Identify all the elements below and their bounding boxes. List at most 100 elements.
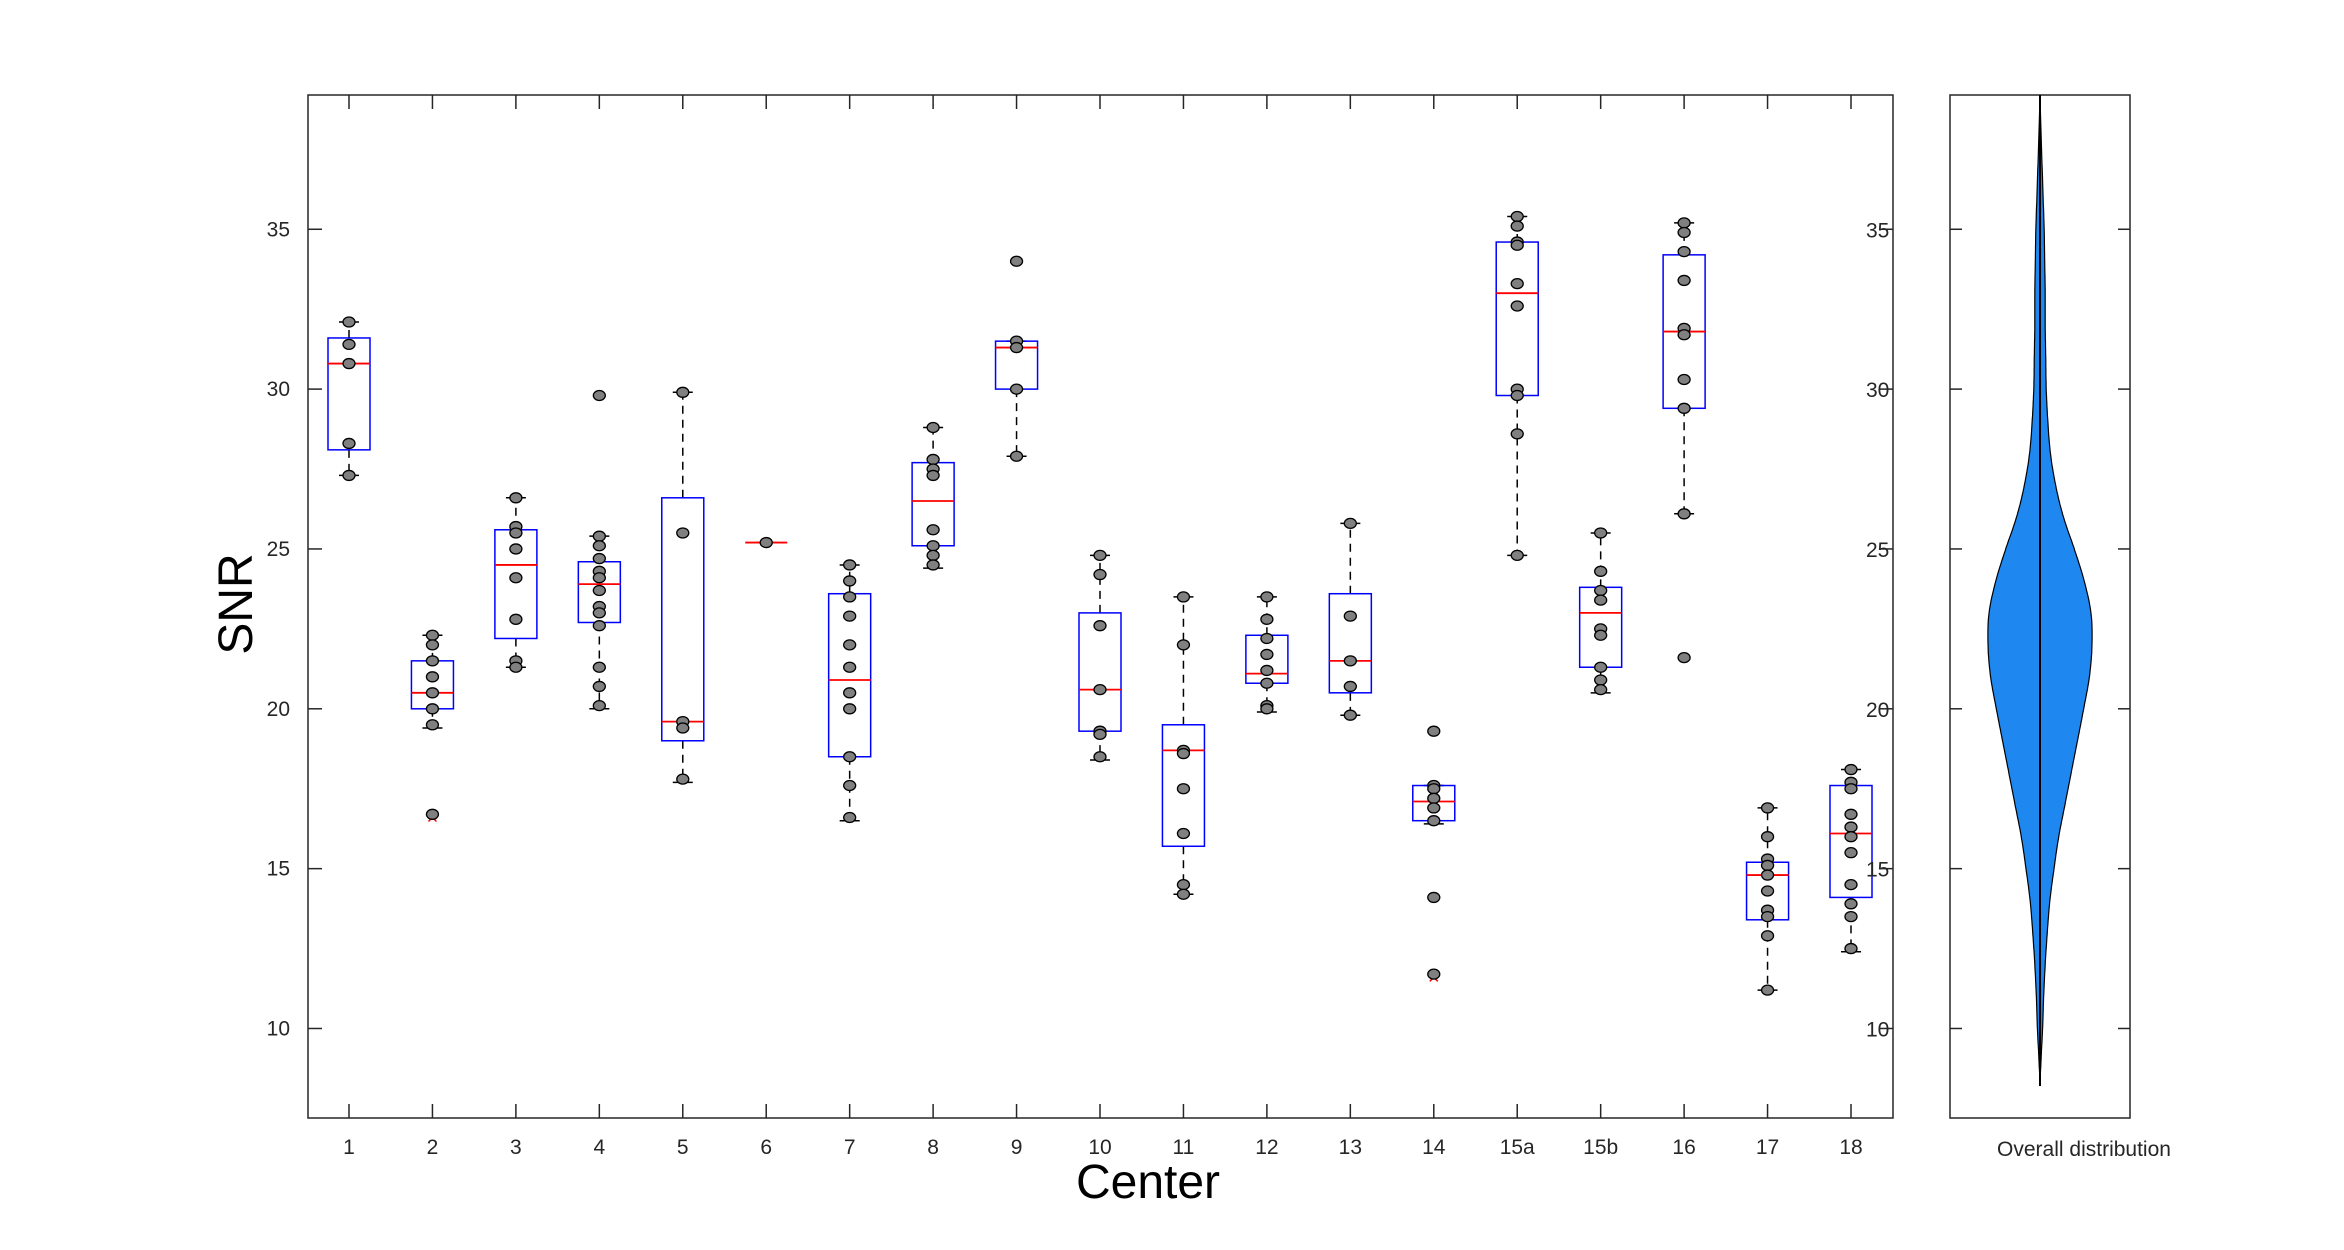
data-point <box>1427 802 1441 814</box>
data-point <box>1760 984 1775 996</box>
data-point <box>1594 674 1608 686</box>
data-point <box>926 469 940 482</box>
data-point <box>425 629 440 641</box>
box-iqr <box>410 660 455 710</box>
data-point <box>1093 620 1107 632</box>
data-point <box>926 524 940 536</box>
data-point <box>1510 428 1524 440</box>
data-point <box>1176 888 1191 900</box>
box-center-12 <box>1245 591 1289 715</box>
data-point <box>676 722 690 734</box>
x-tick-label: 2 <box>427 1136 439 1159</box>
data-point <box>342 437 356 450</box>
data-point <box>843 703 857 715</box>
data-point <box>1009 383 1024 395</box>
data-point <box>1093 568 1107 581</box>
data-point <box>1510 300 1524 312</box>
x-tick-label: 1 <box>343 1136 355 1159</box>
data-point <box>1844 942 1858 955</box>
data-point <box>843 639 857 651</box>
x-tick-label: 5 <box>677 1136 689 1159</box>
x-tick-label: 11 <box>1173 1136 1195 1159</box>
x-tick-label: 18 <box>1839 1136 1862 1159</box>
data-point <box>1176 878 1191 891</box>
data-point <box>1260 648 1274 661</box>
x-tick-label: 12 <box>1255 1136 1278 1159</box>
box-center-8 <box>911 421 955 571</box>
data-point <box>1594 683 1608 696</box>
data-point <box>1427 725 1441 737</box>
y-tick-label: 25 <box>267 538 290 561</box>
box-center-10 <box>1078 549 1122 763</box>
data-point <box>843 779 857 792</box>
data-point <box>1760 859 1775 872</box>
data-point <box>1844 808 1858 820</box>
data-point <box>1760 831 1775 843</box>
data-point <box>1260 664 1274 677</box>
data-point <box>592 680 606 693</box>
data-point <box>1760 910 1775 923</box>
data-point <box>1677 373 1691 386</box>
data-point <box>509 661 523 673</box>
data-point <box>1844 821 1858 833</box>
box-iqr <box>327 337 371 451</box>
data-point <box>1343 680 1357 693</box>
data-point <box>425 639 440 651</box>
data-point <box>1594 629 1608 641</box>
data-point <box>1594 565 1608 577</box>
data-point <box>1176 783 1191 795</box>
box-center-2 <box>410 629 455 823</box>
box-iqr <box>1328 592 1373 694</box>
data-point <box>1677 402 1691 414</box>
data-point <box>843 559 857 571</box>
data-point <box>1510 239 1524 251</box>
box-center-1 <box>327 316 371 482</box>
data-point <box>1594 661 1608 673</box>
data-point <box>592 389 606 402</box>
data-point <box>843 661 857 673</box>
data-point <box>1260 703 1274 715</box>
x-tick-label: 3 <box>510 1136 522 1159</box>
data-point <box>1594 527 1608 539</box>
data-point <box>1260 591 1274 603</box>
data-point <box>1677 245 1691 258</box>
data-point <box>1510 220 1524 232</box>
x-tick-label: 17 <box>1756 1136 1779 1159</box>
data-point <box>1844 847 1858 859</box>
data-point <box>425 671 440 683</box>
x-tick-label: 8 <box>927 1136 939 1159</box>
data-point <box>592 661 606 673</box>
data-point <box>1009 341 1024 354</box>
data-point <box>509 613 523 625</box>
data-point <box>592 530 606 542</box>
data-point <box>425 655 440 667</box>
data-point <box>1343 610 1357 622</box>
box-center-11 <box>1161 591 1206 900</box>
x-tick-label: 9 <box>1011 1136 1023 1159</box>
data-point <box>926 421 940 434</box>
box-center-4 <box>577 389 622 712</box>
data-point <box>509 527 523 539</box>
y-axis-label: SNR <box>210 553 263 654</box>
x-tick-label: 15b <box>1583 1136 1618 1159</box>
data-point <box>592 552 606 565</box>
data-point <box>1844 910 1858 923</box>
data-point <box>1844 878 1858 891</box>
box-center-6 <box>745 536 788 549</box>
data-point <box>1093 683 1107 696</box>
data-point <box>592 620 606 632</box>
data-point <box>843 751 857 763</box>
box-center-18 <box>1829 763 1873 955</box>
violin-y-tick-label: 35 <box>1866 219 1889 242</box>
data-point <box>425 719 440 731</box>
data-point <box>1427 792 1441 804</box>
violin-y-tick-label: 30 <box>1866 379 1889 402</box>
x-tick-label: 6 <box>760 1136 772 1159</box>
x-tick-label: 14 <box>1422 1136 1446 1159</box>
data-point <box>843 687 857 699</box>
violin-x-label: Overall distribution <box>1997 1138 2171 1161</box>
data-point <box>843 591 857 603</box>
data-point <box>676 773 690 785</box>
